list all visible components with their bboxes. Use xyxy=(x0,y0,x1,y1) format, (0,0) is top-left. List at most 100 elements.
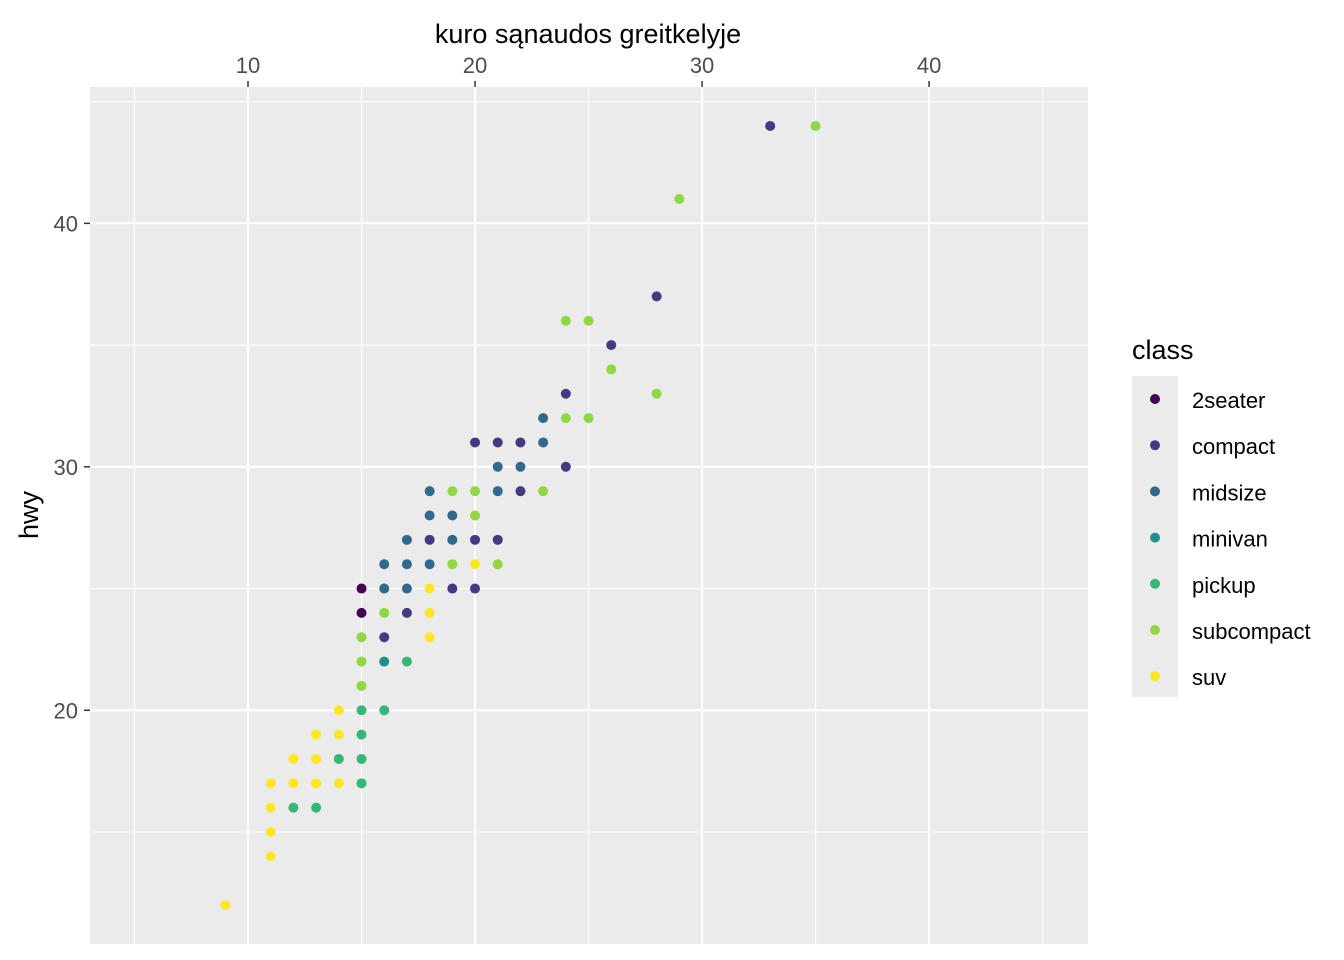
data-point-compact xyxy=(515,437,526,448)
data-point-compact xyxy=(765,120,776,131)
x-axis-title: kuro sąnaudos greitkelyje xyxy=(435,19,741,49)
data-point-suv xyxy=(265,851,276,862)
data-point-suv xyxy=(265,827,276,838)
data-point-subcompact xyxy=(356,680,367,691)
legend-label: minivan xyxy=(1192,527,1268,552)
data-point-midsize xyxy=(538,437,549,448)
data-point-pickup xyxy=(356,753,367,764)
x-tick-label: 40 xyxy=(917,53,941,78)
y-tick-label: 30 xyxy=(54,455,78,480)
data-point-subcompact xyxy=(674,193,685,204)
legend-label: compact xyxy=(1192,434,1275,459)
data-point-suv xyxy=(220,900,231,911)
y-tick-label: 20 xyxy=(54,698,78,723)
data-point-midsize xyxy=(447,534,458,545)
data-point-compact xyxy=(470,437,481,448)
data-point-compact xyxy=(606,340,617,351)
data-point-suv xyxy=(333,778,344,789)
data-point-suv xyxy=(333,705,344,716)
data-point-compact xyxy=(470,534,481,545)
y-axis-title: hwy xyxy=(14,490,44,539)
data-point-subcompact xyxy=(583,413,594,424)
data-point-pickup xyxy=(356,778,367,789)
data-point-minivan xyxy=(379,656,390,667)
axes: 10 20 30 40 20 30 40 xyxy=(54,53,942,723)
data-point-midsize xyxy=(424,510,435,521)
data-point-pickup xyxy=(356,705,367,716)
data-point-pickup xyxy=(356,729,367,740)
data-point-midsize xyxy=(492,486,503,497)
data-point-2seater xyxy=(356,583,367,594)
data-point-suv xyxy=(333,729,344,740)
data-point-compact xyxy=(560,388,571,399)
data-point-midsize xyxy=(401,583,412,594)
x-tick-label: 10 xyxy=(236,53,260,78)
data-point-pickup xyxy=(379,705,390,716)
legend-key-subcompact xyxy=(1150,625,1160,635)
data-point-midsize xyxy=(379,559,390,570)
data-point-pickup xyxy=(333,753,344,764)
data-point-midsize xyxy=(538,413,549,424)
data-point-suv xyxy=(288,778,299,789)
data-point-compact xyxy=(515,486,526,497)
data-point-compact xyxy=(401,607,412,618)
data-point-compact xyxy=(492,437,503,448)
legend-key-pickup xyxy=(1150,578,1160,589)
data-point-subcompact xyxy=(470,510,481,521)
y-tick-label: 40 xyxy=(54,211,78,236)
legend-label: 2seater xyxy=(1192,388,1265,413)
data-point-subcompact xyxy=(538,486,549,497)
data-point-midsize xyxy=(447,510,458,521)
data-point-midsize xyxy=(401,559,412,570)
x-tick-label: 30 xyxy=(690,53,714,78)
legend-key-minivan xyxy=(1150,532,1160,543)
data-point-pickup xyxy=(311,802,322,813)
data-point-subcompact xyxy=(379,607,390,618)
data-point-suv xyxy=(470,559,481,570)
legend: 2seater compact midsize minivan pickup subcom… xyxy=(1132,376,1311,697)
data-point-2seater xyxy=(356,607,367,618)
data-point-subcompact xyxy=(356,632,367,643)
data-point-suv xyxy=(424,583,435,594)
data-point-midsize xyxy=(379,583,390,594)
data-point-compact xyxy=(379,632,390,643)
data-point-compact xyxy=(447,583,458,594)
data-point-subcompact xyxy=(356,656,367,667)
data-point-pickup xyxy=(401,656,412,667)
data-point-suv xyxy=(311,778,322,789)
data-point-midsize xyxy=(401,534,412,545)
data-point-suv xyxy=(424,632,435,643)
data-point-midsize xyxy=(424,559,435,570)
data-point-suv xyxy=(311,729,322,740)
data-point-subcompact xyxy=(447,559,458,570)
data-point-suv xyxy=(265,778,276,789)
data-point-compact xyxy=(560,461,571,472)
legend-key-2seater xyxy=(1150,394,1160,404)
data-point-subcompact xyxy=(447,486,458,497)
data-point-compact xyxy=(492,534,503,545)
legend-label: pickup xyxy=(1192,573,1256,598)
data-point-midsize xyxy=(424,486,435,497)
data-point-compact xyxy=(424,534,435,545)
legend-key-compact xyxy=(1150,440,1160,451)
legend-label: subcompact xyxy=(1192,619,1311,644)
data-point-midsize xyxy=(515,461,526,472)
data-point-suv xyxy=(311,753,322,764)
data-point-midsize xyxy=(492,461,503,472)
data-point-subcompact xyxy=(560,413,571,424)
data-point-suv xyxy=(265,802,276,813)
data-point-suv xyxy=(288,753,299,764)
data-point-subcompact xyxy=(560,315,571,326)
data-point-subcompact xyxy=(606,364,617,375)
data-point-compact xyxy=(470,583,481,594)
data-point-subcompact xyxy=(810,120,821,131)
x-tick-label: 20 xyxy=(463,53,487,78)
data-point-pickup xyxy=(288,802,299,813)
legend-key-midsize xyxy=(1150,486,1160,497)
data-point-suv xyxy=(424,607,435,618)
legend-label: suv xyxy=(1192,665,1226,690)
data-point-subcompact xyxy=(651,388,662,399)
points xyxy=(220,120,821,911)
data-point-subcompact xyxy=(492,559,503,570)
